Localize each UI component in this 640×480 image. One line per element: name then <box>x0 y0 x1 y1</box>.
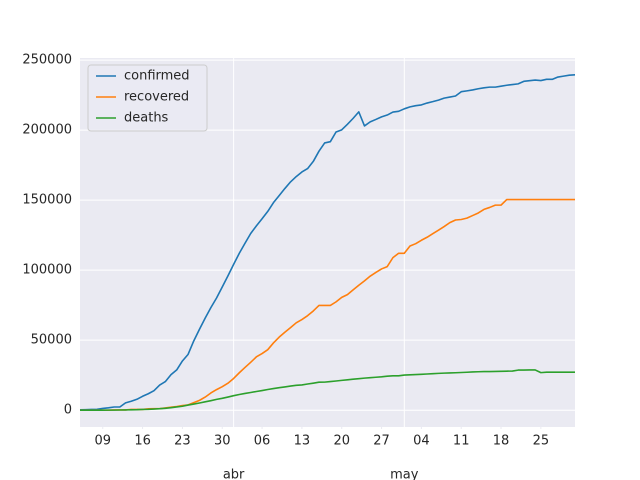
x-month-label: may <box>390 468 419 480</box>
legend: confirmed recovered deaths <box>87 64 208 132</box>
x-tick-label: 30 <box>214 434 231 449</box>
x-tick-label: 20 <box>333 434 350 449</box>
legend-label: confirmed <box>124 69 190 84</box>
series-line <box>79 369 575 411</box>
legend-label: deaths <box>124 111 169 126</box>
x-tick-label: 27 <box>373 434 390 449</box>
x-tick-label: 06 <box>254 434 271 449</box>
x-tick-label: 23 <box>174 434 191 449</box>
y-tick-label: 150000 <box>22 193 72 208</box>
y-tick-label: 100000 <box>22 263 72 278</box>
y-tick-label: 200000 <box>22 123 72 138</box>
x-tick-label: 16 <box>134 434 151 449</box>
x-month-label: abr <box>223 468 245 480</box>
legend-box <box>87 64 208 132</box>
x-tick-label: 04 <box>413 434 430 449</box>
y-tick-label: 50000 <box>31 333 72 348</box>
x-tick-label: 25 <box>533 434 550 449</box>
x-tick-label: 09 <box>94 434 111 449</box>
y-tick-label: 250000 <box>22 53 72 68</box>
y-tick-label: 0 <box>64 403 72 418</box>
series-line <box>79 74 576 411</box>
x-tick-label: 13 <box>294 434 311 449</box>
x-tick-label: 11 <box>453 434 470 449</box>
x-tick-label: 18 <box>493 434 510 449</box>
legend-label: recovered <box>124 90 189 105</box>
